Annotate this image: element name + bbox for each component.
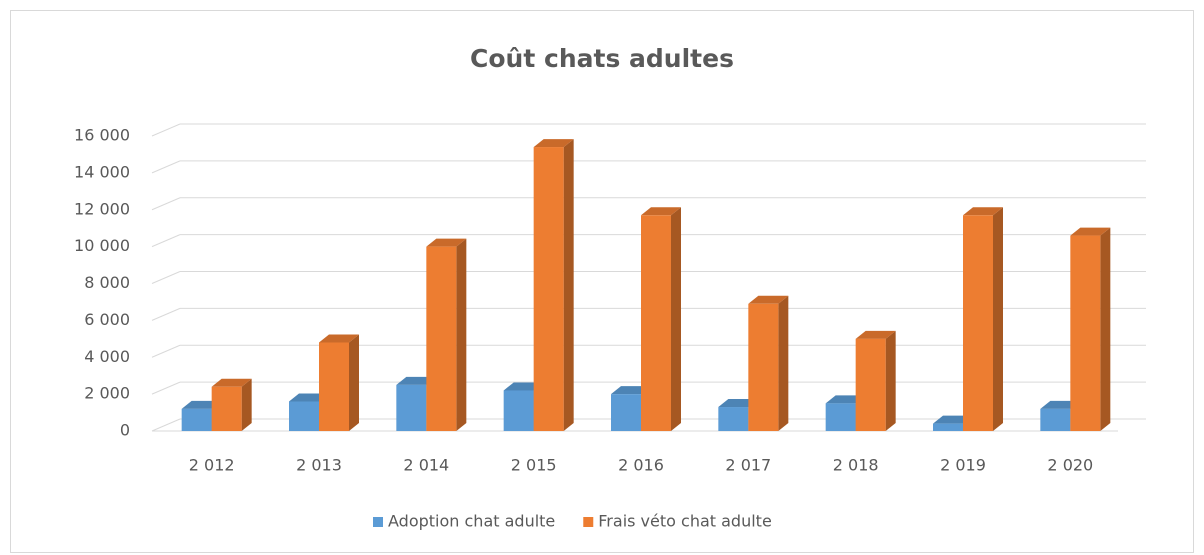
- y-tick-label: 0: [120, 421, 130, 440]
- y-tick-label: 6 000: [84, 310, 130, 329]
- grid-line-side: [151, 271, 181, 284]
- grid-line-side: [151, 344, 181, 358]
- x-tick-label: 2 016: [618, 456, 664, 475]
- bar-side: [1100, 227, 1111, 431]
- grid-line-side: [151, 123, 181, 137]
- x-tick-label: 2 015: [511, 456, 557, 475]
- grid-line-side: [151, 418, 181, 432]
- chart-title: Coût chats adultes: [470, 44, 734, 73]
- bar: [825, 403, 856, 431]
- bar: [611, 394, 641, 431]
- bar-side: [241, 378, 252, 431]
- bar: [641, 215, 671, 431]
- bar: [1040, 408, 1071, 431]
- bar: [396, 384, 427, 431]
- x-tick-label: 2 013: [296, 456, 342, 475]
- bar: [319, 342, 349, 431]
- bar: [933, 423, 963, 431]
- bar-side: [563, 139, 574, 431]
- legend-label: Frais véto chat adulte: [598, 512, 772, 531]
- legend-label: Adoption chat adulte: [388, 512, 555, 531]
- bar: [748, 303, 779, 431]
- bar: [1070, 235, 1101, 431]
- bar: [718, 407, 749, 431]
- bar-side: [671, 207, 681, 431]
- bar-side: [778, 295, 789, 431]
- bar: [181, 408, 212, 431]
- bar: [211, 386, 242, 431]
- bar-top: [748, 295, 789, 304]
- y-tick-label: 4 000: [84, 347, 130, 366]
- x-tick-label: 2 018: [833, 456, 879, 475]
- legend-swatch: [373, 517, 383, 527]
- bar: [533, 147, 564, 431]
- grid-line-side: [151, 307, 181, 321]
- bar-side: [885, 330, 896, 431]
- grid-line-side: [151, 381, 181, 395]
- bar-side: [456, 238, 467, 431]
- bar: [963, 215, 993, 431]
- bar-top: [1070, 227, 1111, 236]
- bar: [855, 338, 886, 431]
- bar-top: [211, 378, 252, 387]
- bar: [289, 401, 319, 431]
- x-tick-label: 2 020: [1047, 456, 1093, 475]
- y-tick-label: 8 000: [84, 273, 130, 292]
- bar-top: [426, 238, 467, 247]
- y-tick-label: 2 000: [84, 384, 130, 403]
- bar-top: [319, 334, 359, 343]
- bar-top: [533, 139, 574, 148]
- bar-top: [855, 330, 896, 339]
- grid-line-side: [151, 234, 181, 248]
- y-tick-label: 16 000: [74, 126, 130, 145]
- y-tick-label: 10 000: [74, 236, 130, 255]
- y-tick-label: 12 000: [74, 199, 130, 218]
- grid-line-side: [151, 197, 181, 211]
- bar-side: [349, 334, 359, 431]
- x-tick-label: 2 017: [725, 456, 771, 475]
- y-tick-label: 14 000: [74, 162, 130, 181]
- bar: [503, 390, 534, 431]
- bar-top: [641, 207, 681, 216]
- bar: [426, 246, 457, 431]
- legend-swatch: [583, 517, 594, 527]
- bar-top: [963, 207, 1003, 216]
- x-tick-label: 2 012: [189, 456, 235, 475]
- x-tick-label: 2 014: [403, 456, 449, 475]
- grid-line-side: [151, 160, 181, 174]
- x-tick-label: 2 019: [940, 456, 986, 475]
- bar-side: [993, 207, 1003, 431]
